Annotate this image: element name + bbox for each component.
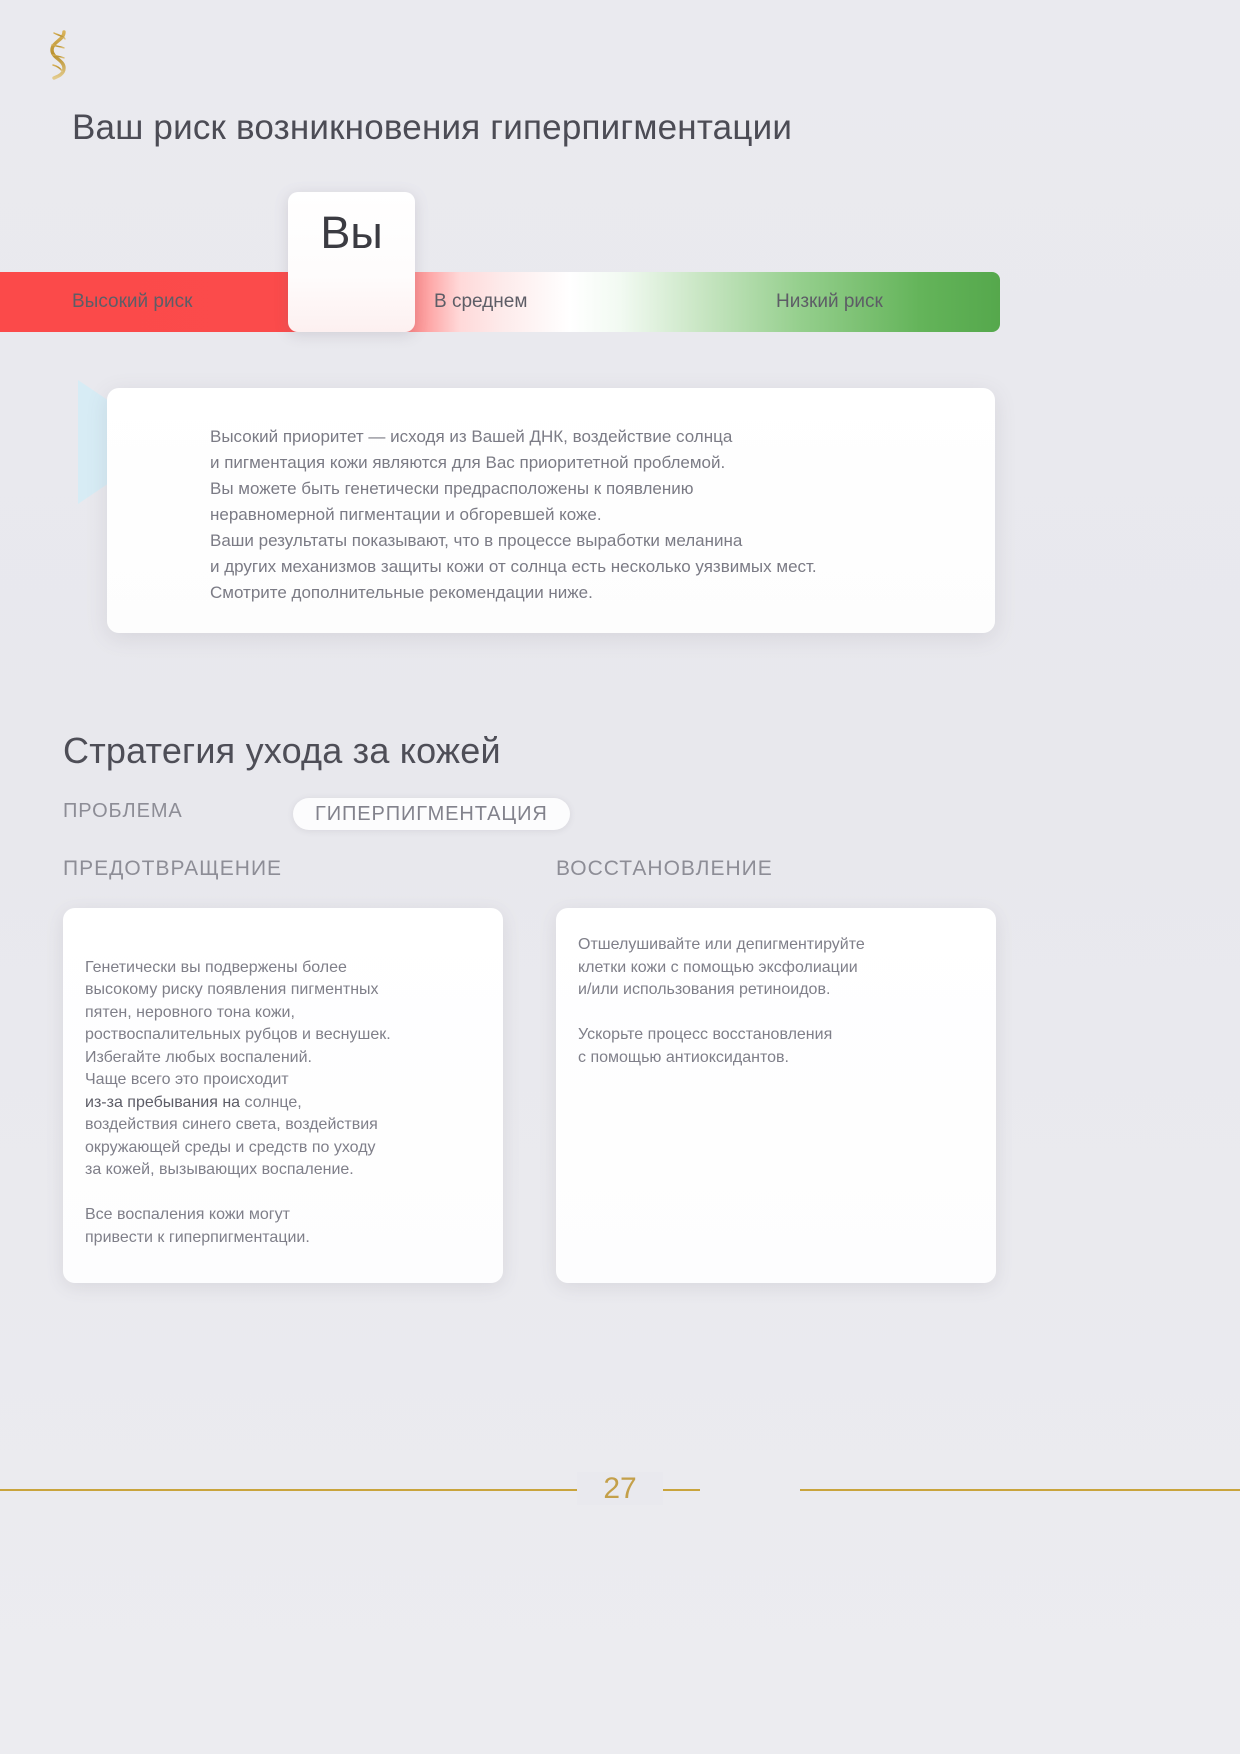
info-card-text: Высокий приоритет — исходя из Вашей ДНК,… [210,427,817,602]
prevention-text-emphasis: из-за пребывания на [85,1093,241,1111]
risk-gradient-bar [0,272,1000,332]
column-heading-recovery: ВОССТАНОВЛЕНИЕ [556,857,773,880]
recovery-card-text: Отшелушивайте или депигментируйте клетки… [578,936,865,1066]
page-title: Ваш риск возникновения гиперпигментации [72,108,793,148]
you-marker: Вы [288,192,415,332]
risk-label-low: Низкий риск [776,291,883,312]
footer-divider-left [0,1489,700,1491]
problem-value-chip: ГИПЕРПИГМЕНТАЦИЯ [293,798,570,830]
risk-label-high: Высокий риск [72,291,193,312]
prevention-text-after: солнце, воздействия синего света, воздей… [85,1093,378,1246]
you-marker-label: Вы [320,207,383,258]
page-number-value: 27 [577,1472,663,1505]
prevention-text-before: Генетически вы подвержены более высокому… [85,958,391,1089]
risk-scale: Высокий риск В среднем Низкий риск [0,272,1000,332]
strategy-title: Стратегия ухода за кожей [63,729,501,771]
recovery-card: Отшелушивайте или депигментируйте клетки… [556,908,996,1283]
prevention-card: Генетически вы подвержены более высокому… [63,908,503,1283]
column-heading-prevention: ПРЕДОТВРАЩЕНИЕ [63,857,283,880]
prevention-card-text: Генетически вы подвержены более высокому… [85,934,485,1249]
dna-helix-icon [38,26,82,82]
footer-divider-right [800,1489,1240,1491]
info-card: Высокий приоритет — исходя из Вашей ДНК,… [107,388,995,633]
risk-label-middle: В среднем [434,291,528,312]
page-number: 27 [0,1472,1240,1506]
problem-label: ПРОБЛЕМА [63,800,183,822]
